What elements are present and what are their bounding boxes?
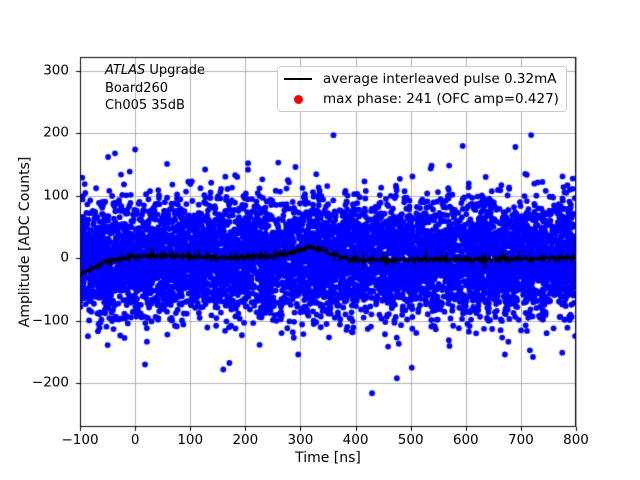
annotation-upgrade: Upgrade <box>145 63 205 78</box>
annotation-line-2: Board260 <box>105 80 169 96</box>
legend: average interleaved pulse 0.32mA max pha… <box>277 66 567 112</box>
y-tick-label: 200 <box>43 124 69 141</box>
y-tick-label: 300 <box>43 62 69 79</box>
annotation-line-1: ATLAS Upgrade <box>105 62 205 80</box>
x-tick-label: 100 <box>177 432 204 448</box>
x-tick-label: 200 <box>232 432 259 448</box>
annotation-atlas: ATLAS <box>105 63 146 78</box>
legend-dot-icon <box>293 94 303 104</box>
y-tick-label: 100 <box>43 187 69 204</box>
x-tick-label: 0 <box>130 432 140 448</box>
plot-annotation: ATLAS Upgrade Board260 Ch005 35dB <box>105 62 205 115</box>
legend-label-maxphase: max phase: 241 (OFC amp=0.427) <box>323 91 559 107</box>
legend-line-icon <box>284 78 312 80</box>
annotation-line-3: Ch005 35dB <box>105 98 185 113</box>
legend-line-swatch-slot <box>284 78 312 80</box>
y-tick-label: −100 <box>31 312 69 329</box>
legend-entry-maxphase: max phase: 241 (OFC amp=0.427) <box>284 89 560 109</box>
y-tick-label: −200 <box>31 374 69 391</box>
legend-entry-pulse: average interleaved pulse 0.32mA <box>284 69 560 89</box>
y-tick-label: 0 <box>60 249 69 266</box>
x-axis-label: Time [ns] <box>295 450 361 466</box>
x-tick-label: 300 <box>287 432 314 448</box>
x-tick-label: 400 <box>342 432 369 448</box>
x-tick-label: 800 <box>563 432 589 448</box>
x-tick-label: 700 <box>507 432 534 448</box>
x-tick-label: 600 <box>452 432 479 448</box>
legend-label-pulse: average interleaved pulse 0.32mA <box>323 71 557 87</box>
legend-dot-swatch-slot <box>284 94 312 104</box>
x-tick-label: 500 <box>397 432 424 448</box>
x-tick-label: −100 <box>61 432 99 448</box>
y-axis-label: Amplitude [ADC Counts] <box>17 156 33 328</box>
